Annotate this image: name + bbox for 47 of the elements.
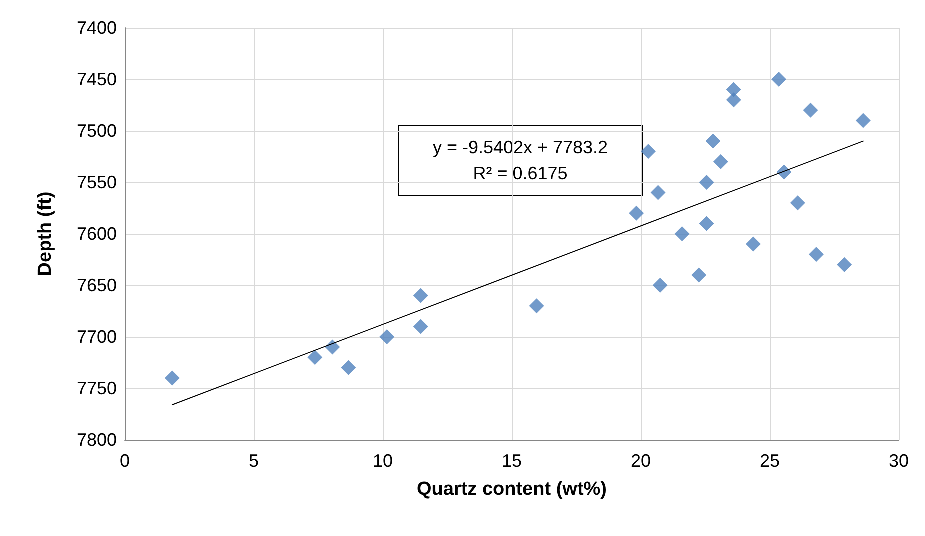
x-tick-label: 10 [372, 451, 394, 471]
point [325, 340, 340, 355]
point [413, 288, 428, 304]
point [713, 154, 728, 170]
y-axis-title: Depth (ft) [35, 192, 56, 276]
point [706, 134, 721, 149]
point [803, 102, 818, 118]
point [808, 247, 824, 262]
point [308, 350, 323, 366]
point [380, 330, 395, 344]
y-tick-label: 7500 [76, 121, 117, 141]
point [650, 185, 666, 200]
point [629, 206, 644, 221]
y-tick-label: 7450 [76, 70, 117, 90]
point [726, 82, 742, 98]
point [837, 257, 852, 272]
point [529, 298, 544, 314]
point [699, 175, 714, 190]
y-tick-label: 7550 [76, 172, 117, 192]
y-tick-label: 7600 [76, 224, 117, 244]
point [772, 72, 787, 87]
y-tick-label: 7400 [76, 18, 117, 38]
point [652, 278, 668, 293]
point [640, 144, 656, 160]
point [164, 370, 180, 386]
x-axis-title: Quartz content (wt%) [417, 479, 607, 500]
point [746, 236, 761, 252]
x-tick-label: 20 [630, 451, 652, 471]
y-tick-label: 7750 [76, 378, 117, 398]
x-tick-label: 5 [248, 451, 260, 471]
x-tick-label: 0 [120, 451, 130, 471]
y-tick-label: 7800 [76, 430, 117, 450]
point [699, 216, 714, 232]
point [790, 196, 806, 211]
point [692, 268, 707, 283]
point [856, 113, 871, 128]
point [674, 226, 690, 242]
x-tick-label: 15 [502, 451, 522, 471]
y-tick-label: 7700 [76, 327, 117, 347]
annotation: R² = 0.6175 [473, 164, 568, 184]
point [726, 92, 742, 108]
point [413, 319, 428, 334]
y-tick-label: 7650 [76, 276, 117, 296]
point [341, 360, 356, 376]
x-tick-label: 30 [888, 451, 910, 471]
annotation: y = -9.5402x + 7783.2 [432, 138, 608, 158]
x-tick-label: 25 [760, 451, 780, 471]
